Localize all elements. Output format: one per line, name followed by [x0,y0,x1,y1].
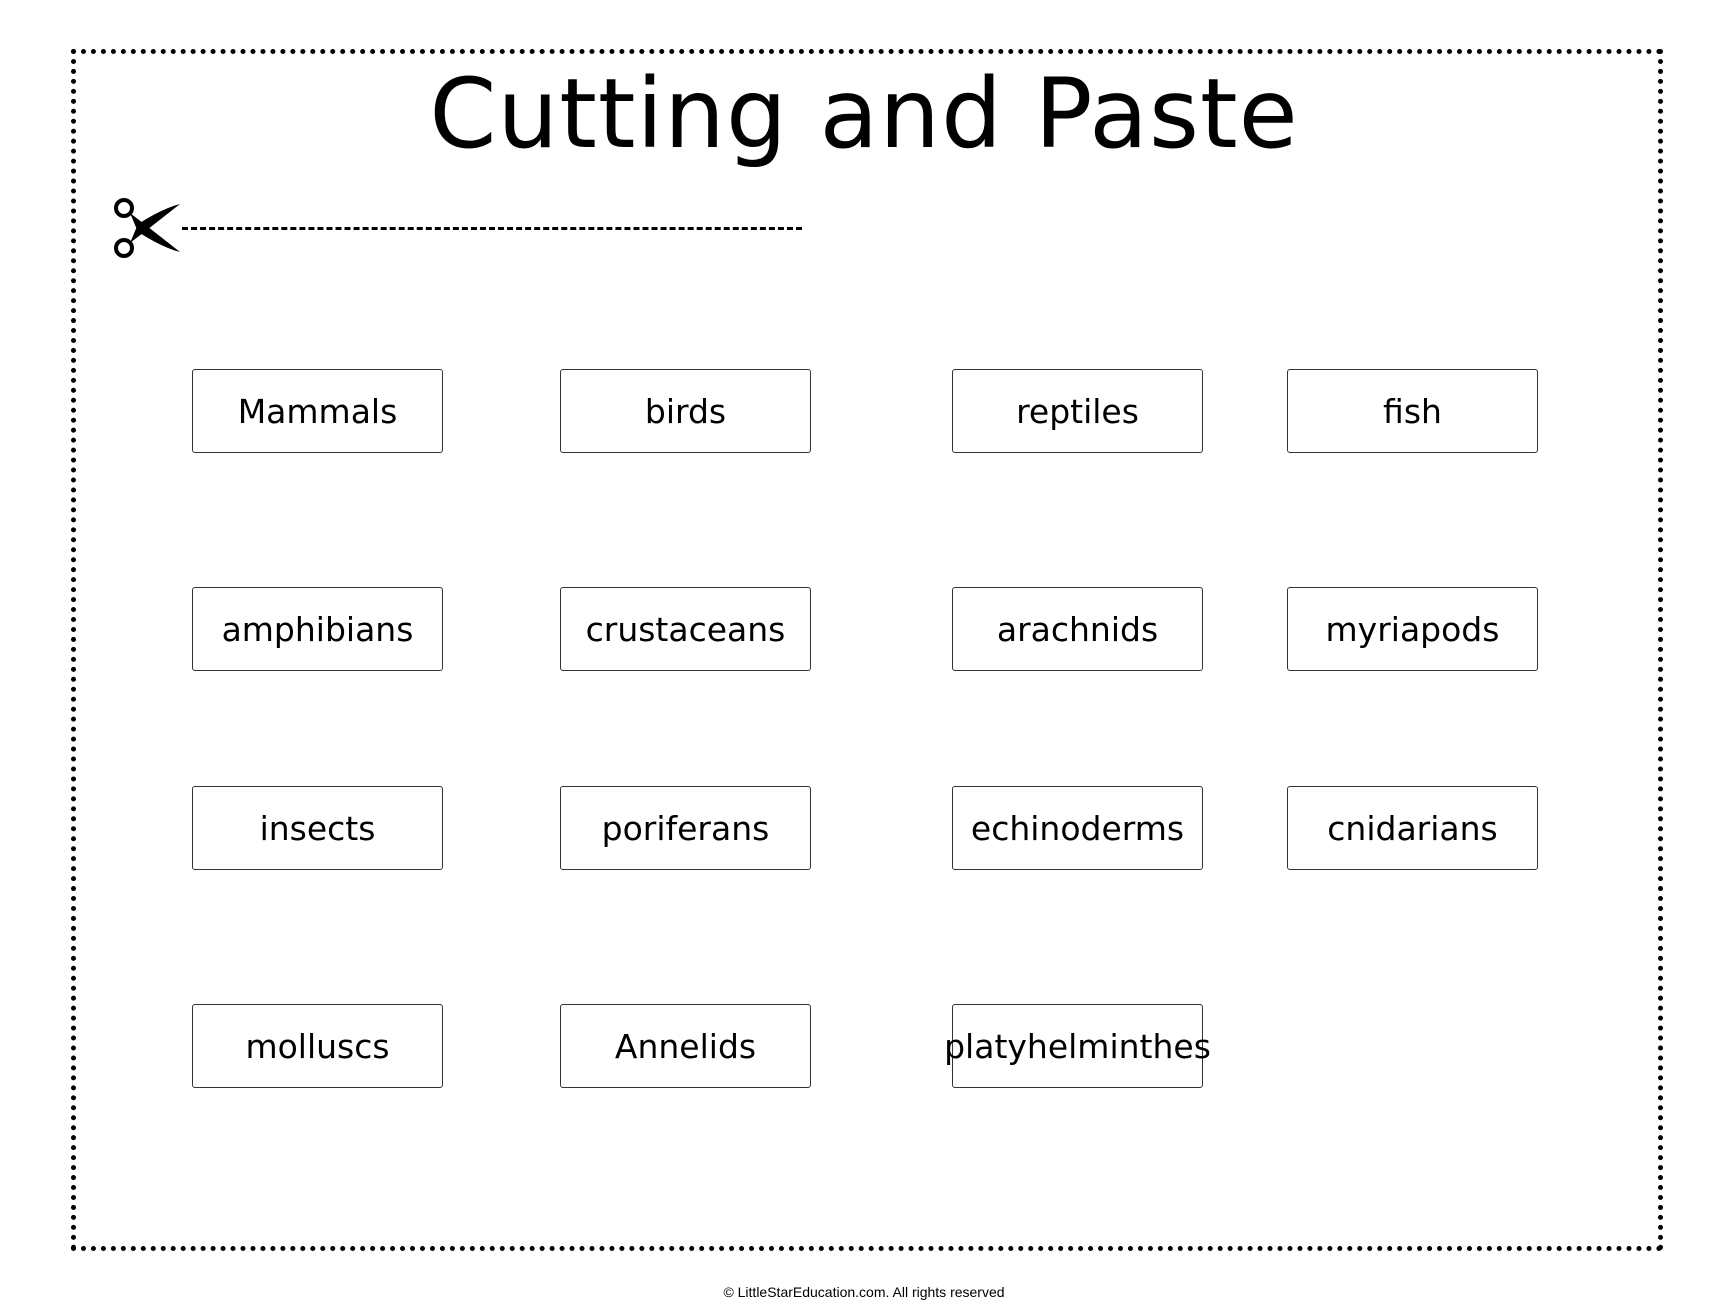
scissors-icon [114,198,180,258]
label-card[interactable]: arachnids [952,587,1203,671]
label-card[interactable]: birds [560,369,811,453]
label-card[interactable]: Mammals [192,369,443,453]
label-card[interactable]: myriapods [1287,587,1538,671]
label-card[interactable]: platyhelminthes [944,1004,1211,1088]
label-card[interactable]: cnidarians [1287,786,1538,870]
label-card[interactable]: molluscs [192,1004,443,1088]
label-card[interactable]: echinoderms [952,786,1203,870]
label-card[interactable]: Annelids [560,1004,811,1088]
cut-line [182,227,802,230]
label-card[interactable]: reptiles [952,369,1203,453]
label-card[interactable]: insects [192,786,443,870]
label-card[interactable]: crustaceans [560,587,811,671]
dotted-page-border [71,49,1663,1251]
label-card[interactable]: poriferans [560,786,811,870]
label-card[interactable]: amphibians [192,587,443,671]
page-title: Cutting and Paste [429,58,1299,170]
copyright-footer: © LittleStarEducation.com. All rights re… [723,1284,1005,1300]
label-card[interactable]: fish [1287,369,1538,453]
